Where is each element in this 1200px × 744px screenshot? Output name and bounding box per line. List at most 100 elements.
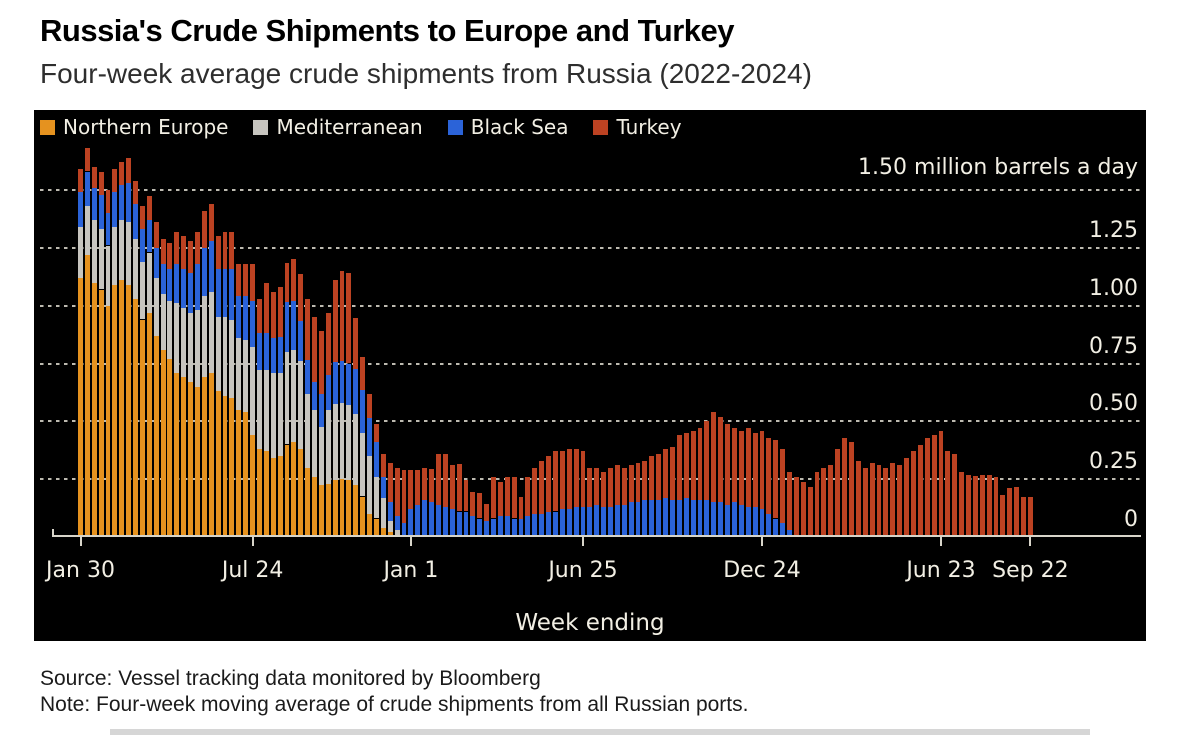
bar-segment-turkey [277, 287, 283, 337]
bar-segment-black-sea [573, 506, 579, 537]
bar-segment-northern-europe [380, 527, 386, 537]
bar-segment-turkey [497, 481, 503, 517]
bar-segment-turkey [463, 480, 469, 512]
bar-segment-mediterranean [332, 404, 338, 481]
bar-segment-mediterranean [195, 310, 200, 387]
bar-segment-black-sea [78, 192, 83, 227]
bar-segment-black-sea [394, 516, 400, 531]
bar-segment-turkey [394, 467, 400, 517]
bar-segment-northern-europe [215, 391, 221, 537]
x-axis-title: Week ending [515, 610, 665, 636]
bar-segment-black-sea [484, 520, 490, 537]
bar-segment-black-sea [112, 192, 118, 227]
bar-segment-northern-europe [270, 458, 276, 537]
bar-segment-turkey [780, 449, 786, 524]
chart-legend: Northern Europe Mediterranean Black Sea Tur… [40, 115, 682, 139]
legend-swatch-turkey [593, 119, 609, 135]
bar-segment-black-sea [84, 171, 90, 207]
bar-segment-black-sea [181, 268, 187, 308]
bar-segment-turkey [608, 467, 613, 507]
bar-segment-black-sea [738, 504, 744, 537]
bar-segment-black-sea [539, 513, 545, 537]
bar-segment-turkey [119, 162, 125, 186]
bar-segment-turkey [821, 467, 827, 537]
y-tick-label-0.25: 0.25 [1089, 449, 1138, 475]
bar-segment-black-sea [167, 268, 173, 302]
legend-item-mediterranean: Mediterranean [253, 115, 423, 139]
bar-segment-turkey [215, 236, 221, 269]
bar-segment-turkey [979, 474, 985, 537]
bar-segment-turkey [518, 496, 524, 519]
bar-segment-turkey [924, 437, 930, 537]
bar-segment-black-sea [697, 500, 703, 537]
bar-segment-turkey [1014, 487, 1020, 537]
bar-segment-turkey [539, 460, 545, 514]
bar-segment-turkey [718, 416, 724, 503]
bar-segment-turkey [291, 259, 297, 301]
bar-segment-northern-europe [353, 485, 359, 537]
y-gridline-1.25 [40, 246, 1141, 249]
bar-segment-mediterranean [91, 220, 97, 283]
bar-segment-black-sea [367, 417, 373, 457]
bar-segment-mediterranean [325, 409, 331, 484]
bar-segment-mediterranean [181, 308, 187, 378]
legend-label-black-sea: Black Sea [470, 115, 569, 139]
bar-segment-turkey [683, 432, 689, 498]
bar-segment-northern-europe [305, 467, 311, 537]
bar-segment-mediterranean [126, 222, 132, 285]
legend-swatch-black-sea [447, 119, 463, 135]
y-gridline-0.75 [40, 362, 1141, 365]
bar-segment-mediterranean [387, 520, 393, 533]
bar-segment-northern-europe [374, 518, 379, 537]
bar-segment-turkey [105, 190, 111, 214]
x-tick-label-dec-24: Dec 24 [723, 558, 801, 583]
bar-segment-turkey [201, 210, 207, 248]
bar-segment-black-sea [119, 185, 125, 221]
bar-segment-northern-europe [332, 480, 338, 537]
bar-segment-mediterranean [263, 370, 269, 452]
bar-segment-northern-europe [325, 483, 331, 537]
bar-segment-turkey [236, 264, 242, 297]
bar-segment-turkey [959, 472, 965, 537]
source-note-block: Source: Vessel tracking data monitored b… [40, 666, 748, 718]
bar-segment-turkey [422, 467, 428, 500]
bar-segment-northern-europe [312, 476, 317, 537]
bar-segment-turkey [532, 467, 538, 514]
bar-segment-black-sea [518, 518, 524, 537]
chart-title: Russia's Crude Shipments to Europe and T… [40, 13, 735, 48]
bar-segment-turkey [195, 231, 200, 264]
bar-segment-turkey [256, 298, 262, 334]
bar-segment-mediterranean [277, 372, 283, 457]
bar-segment-black-sea [229, 268, 235, 320]
bar-segment-black-sea [415, 504, 421, 537]
y-tick-label-1.25: 1.25 [1089, 217, 1138, 243]
bar-segment-mediterranean [312, 409, 317, 477]
bar-segment-black-sea [429, 502, 434, 537]
bar-segment-northern-europe [181, 377, 187, 537]
bar-segment-northern-europe [256, 449, 262, 537]
y-gridline-1.50 [40, 189, 1141, 191]
bar-segment-turkey [353, 318, 359, 370]
x-tick-label-jan-30: Jan 30 [46, 558, 115, 583]
chart-subtitle: Four-week average crude shipments from R… [40, 58, 812, 89]
bar-segment-turkey [738, 430, 744, 505]
bar-segment-mediterranean [298, 361, 304, 450]
bar-segment-turkey [656, 453, 662, 500]
bar-segment-turkey [910, 451, 916, 537]
bar-segment-black-sea [676, 500, 682, 537]
bar-segment-turkey [697, 428, 703, 500]
bar-segment-northern-europe [146, 312, 152, 537]
bar-segment-black-sea [546, 511, 551, 537]
bar-segment-turkey [91, 166, 97, 188]
bar-segment-turkey [367, 393, 373, 418]
x-tick-jan-1 [409, 537, 412, 546]
bar-segment-mediterranean [339, 402, 345, 480]
bar-segment-mediterranean [133, 238, 138, 299]
bar-segment-turkey [380, 453, 386, 477]
bar-segment-black-sea [670, 500, 675, 537]
bar-segment-black-sea [608, 506, 613, 537]
x-tick-jan-30 [79, 537, 82, 546]
bar-segment-turkey [78, 169, 83, 193]
bar-segment-turkey [1021, 496, 1026, 537]
